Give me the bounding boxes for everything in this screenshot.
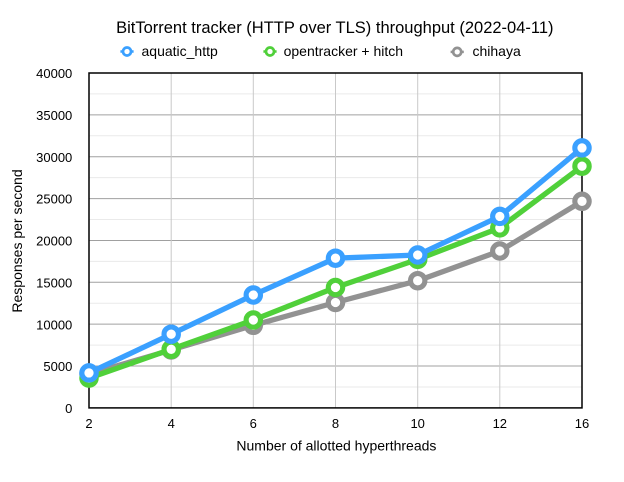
svg-text:aquatic_http: aquatic_http [142,43,218,59]
svg-text:6: 6 [250,416,257,431]
svg-text:chihaya: chihaya [473,43,521,59]
svg-text:35000: 35000 [36,108,72,123]
svg-text:12: 12 [493,416,507,431]
svg-text:BitTorrent tracker (HTTP over: BitTorrent tracker (HTTP over TLS) throu… [116,19,553,37]
svg-text:5000: 5000 [43,359,72,374]
svg-text:10000: 10000 [36,317,72,332]
svg-text:opentracker + hitch: opentracker + hitch [284,43,403,59]
svg-text:10: 10 [410,416,424,431]
svg-text:40000: 40000 [36,66,72,81]
svg-text:Responses per second: Responses per second [9,169,25,312]
svg-text:25000: 25000 [36,192,72,207]
svg-text:8: 8 [332,416,339,431]
svg-text:20000: 20000 [36,234,72,249]
svg-text:30000: 30000 [36,150,72,165]
svg-text:2: 2 [85,416,92,431]
svg-text:Number of allotted hyperthread: Number of allotted hyperthreads [236,438,436,454]
svg-text:4: 4 [168,416,175,431]
svg-text:15000: 15000 [36,275,72,290]
svg-text:16: 16 [575,416,589,431]
svg-text:0: 0 [65,401,72,416]
